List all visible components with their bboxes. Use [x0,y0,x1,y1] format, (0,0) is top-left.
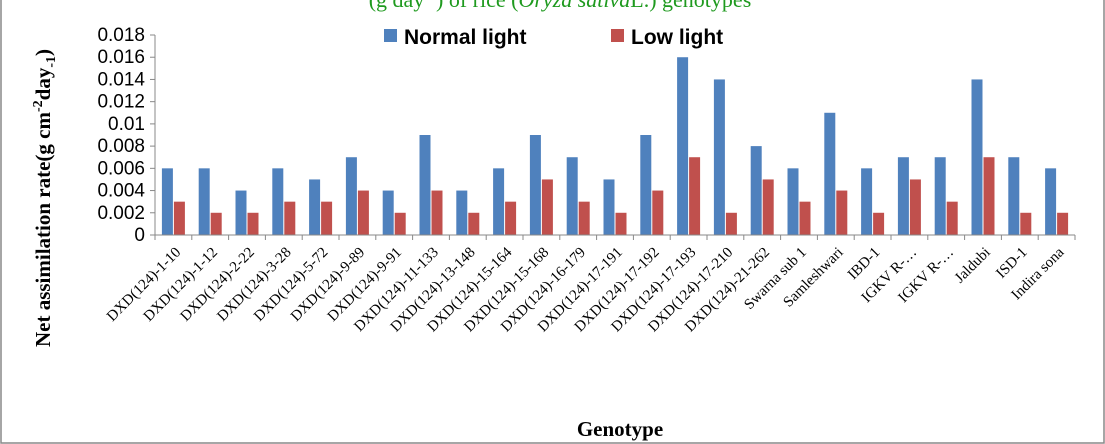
bar-normal-light [971,79,983,235]
bar-low-light [615,212,627,235]
title-part-2: -1 [424,0,436,3]
title-part-5: L.) genotypes [630,0,751,12]
bar-low-light [983,157,995,235]
bar-normal-light [529,135,541,235]
bar-normal-light [897,157,909,235]
bar-low-light [836,190,848,235]
bar-normal-light [824,112,836,235]
title-part-1: (g day [369,0,425,12]
bar-low-light [394,212,406,235]
bar-low-light [321,201,333,235]
y-tick-label: 0.006 [97,158,145,179]
legend: Normal light Low light [384,26,723,49]
legend-label-normal-light: Normal light [404,26,527,49]
bar-normal-light [309,179,321,235]
bar-normal-light [493,168,505,235]
bar-low-light [1020,212,1032,235]
y-tick-label: 0.004 [97,181,145,202]
bar-normal-light [566,157,578,235]
bar-low-light [689,157,701,235]
y-tick-label: 0.002 [97,203,145,224]
legend-swatch-low-light [611,29,624,42]
bar-low-light [909,179,921,235]
bar-normal-light [787,168,799,235]
bar-normal-light [934,157,946,235]
x-axis-title: Genotype [577,417,663,441]
bar-normal-light [345,157,357,235]
y-tick-label: 0 [134,225,145,246]
title-part-3: ) of rice ( [436,0,518,12]
bar-low-light [799,201,811,235]
bar-normal-light [198,168,210,235]
bar-low-light [210,212,222,235]
bar-low-light [357,190,369,235]
ylabel-part-2: -2 [31,100,46,112]
bar-low-light [247,212,259,235]
bar-low-light [541,179,553,235]
bar-low-light [652,190,664,235]
ylabel-part-3: day [31,67,55,100]
bar-low-light [873,212,885,235]
bar-low-light [173,201,185,235]
bar-normal-light [677,57,689,235]
bar-normal-light [456,190,468,235]
y-axis-ticks: 00.0020.0040.0060.0080.010.0120.0140.016… [97,25,155,246]
ylabel-part-4: -1 [44,56,59,68]
bar-low-light [946,201,958,235]
bar-normal-light [419,135,431,235]
y-tick-label: 0.012 [97,92,145,113]
bar-normal-light [603,179,615,235]
legend-swatch-normal-light [384,29,397,42]
bar-normal-light [750,146,762,235]
bar-normal-light [272,168,284,235]
bar-normal-light [640,135,652,235]
bar-low-light [578,201,590,235]
bar-low-light [725,212,737,235]
bar-low-light [431,190,443,235]
ylabel-part-5: ) [31,49,55,56]
bar-normal-light [235,190,247,235]
y-tick-label: 0.018 [97,25,145,46]
y-tick-label: 0.016 [97,47,145,68]
legend-label-low-light: Low light [631,26,723,49]
bar-normal-light [1045,168,1057,235]
bar-normal-light [713,79,725,235]
ylabel-part-1: Net assimilation rate(g cm [31,112,55,348]
plot-area [161,57,1069,235]
bar-low-light [762,179,774,235]
bar-low-light [1057,212,1069,235]
y-tick-label: 0.01 [108,114,145,135]
bar-normal-light [382,190,394,235]
bar-low-light [284,201,296,235]
title-part-4: Oryza sativa [518,0,630,12]
bar-low-light [468,212,480,235]
chart-title: (g day-1) of rice (Oryza sativaL.) genot… [369,0,752,12]
y-tick-label: 0.014 [97,69,145,90]
bar-normal-light [161,168,173,235]
y-axis-title: Net assimilation rate(g cm-2day-1) [31,49,59,347]
y-tick-label: 0.008 [97,136,145,157]
bar-normal-light [1008,157,1020,235]
bar-low-light [505,201,517,235]
bar-normal-light [861,168,873,235]
